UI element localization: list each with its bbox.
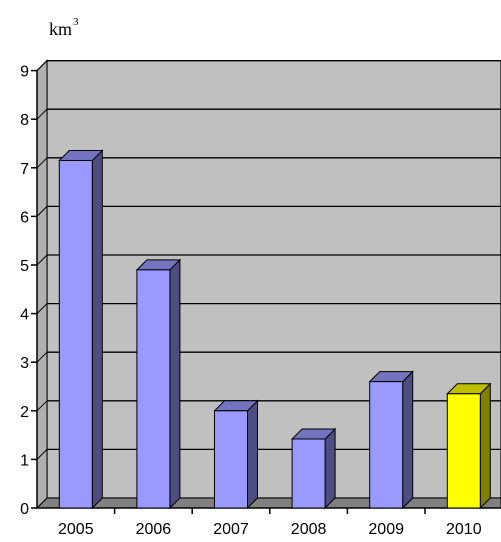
y-axis-unit-label: km3 — [49, 17, 79, 39]
y-tick-label: 6 — [20, 209, 29, 226]
bar-side — [402, 370, 414, 510]
gridline-depth — [36, 108, 48, 120]
gridline-depth — [36, 206, 48, 217]
gridline-depth — [36, 60, 48, 71]
bar — [58, 160, 93, 509]
bar-side — [169, 258, 181, 510]
bar — [446, 393, 481, 509]
plot-back-wall — [46, 59, 501, 499]
bar — [291, 438, 326, 509]
gridline-depth — [36, 157, 48, 169]
x-tick-label: 2008 — [291, 521, 327, 538]
y-tick-label: 2 — [20, 404, 29, 421]
bar — [136, 269, 171, 509]
gridline-depth — [36, 351, 48, 363]
y-tick-label: 9 — [20, 64, 29, 81]
y-tick-label: 0 — [20, 501, 29, 518]
bar — [214, 410, 248, 509]
x-tick-label: 2010 — [446, 521, 482, 538]
x-tick-label: 2005 — [58, 521, 94, 538]
bar-side — [324, 427, 336, 510]
x-tick-label: 2006 — [136, 521, 172, 538]
gridline-depth — [36, 400, 48, 412]
y-tick-label: 1 — [20, 452, 29, 469]
x-tick-label: 2007 — [213, 521, 249, 538]
y-tick-label: 7 — [20, 161, 29, 178]
plot-floor — [35, 497, 501, 509]
gridline-depth — [36, 254, 48, 266]
y-tick-label: 8 — [20, 112, 29, 129]
bar-side — [479, 382, 491, 510]
y-tick-label: 5 — [20, 258, 29, 275]
y-axis-unit-text: km — [49, 19, 73, 39]
x-tick-label: 2009 — [368, 521, 404, 538]
y-tick-label: 3 — [20, 355, 29, 372]
plot-side-wall — [36, 59, 48, 510]
gridline-depth — [36, 449, 48, 460]
bar-side — [247, 399, 258, 510]
bar — [369, 381, 404, 509]
gridline-depth — [36, 303, 48, 314]
bar-side — [91, 149, 103, 510]
y-axis-unit-superscript: 3 — [73, 16, 79, 28]
y-tick-label: 4 — [20, 307, 29, 324]
